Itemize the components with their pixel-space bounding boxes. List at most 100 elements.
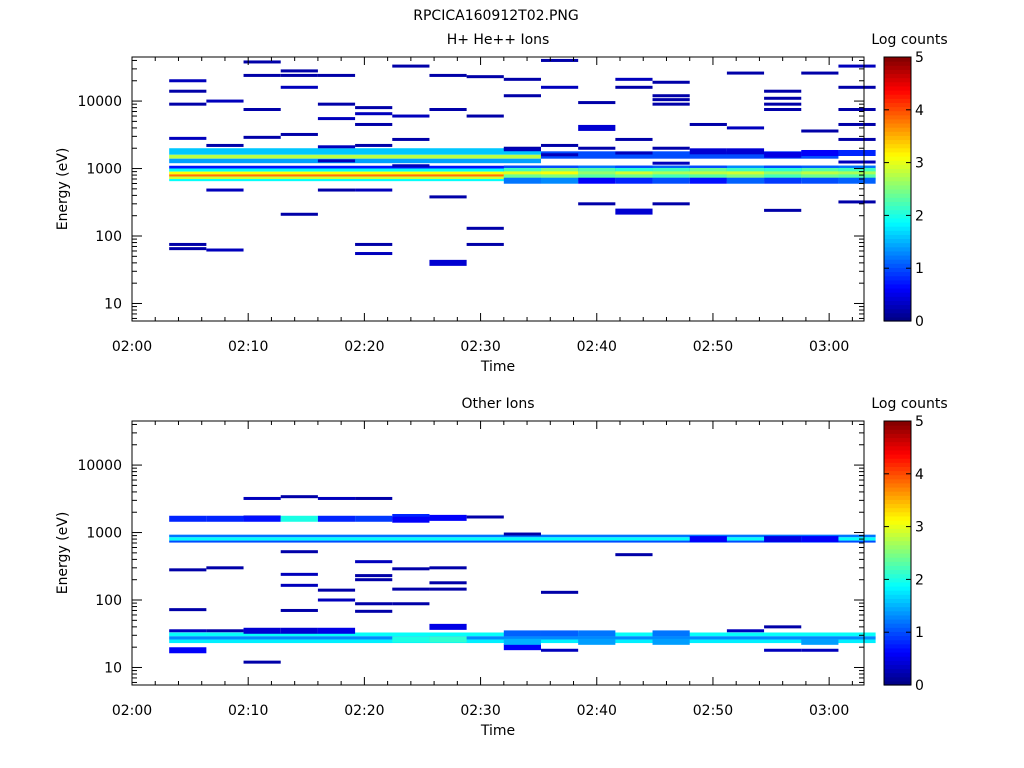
count-cell — [689, 167, 727, 174]
count-cell — [429, 108, 467, 112]
colorbar-segment — [884, 610, 911, 616]
count-cell — [429, 73, 467, 77]
count-cell — [169, 136, 207, 140]
colorbar-segment — [884, 470, 911, 476]
colorbar-segment — [884, 151, 911, 157]
count-cell — [764, 171, 802, 178]
colorbar-segment — [884, 495, 911, 500]
colorbar-segment — [884, 635, 911, 641]
count-cell — [392, 516, 430, 523]
count-cell — [317, 159, 356, 163]
count-cell — [540, 85, 579, 89]
count-cell — [615, 174, 653, 181]
count-cell — [764, 625, 802, 629]
y-tick-label: 10 — [104, 296, 122, 312]
colorbar-segment — [884, 557, 911, 562]
colorbar-segment — [884, 172, 911, 178]
count-cell — [652, 161, 690, 165]
count-cell — [429, 623, 467, 630]
colorbar-segment — [884, 255, 911, 260]
count-cell — [317, 627, 356, 634]
colorbar-segment — [884, 250, 911, 256]
count-cell — [801, 149, 839, 156]
count-cell — [764, 108, 802, 112]
count-cell — [652, 167, 690, 174]
colorbar-tick-label: 2 — [915, 208, 924, 224]
colorbar-segment — [884, 65, 911, 70]
colorbar-segment — [884, 292, 911, 297]
count-cell — [355, 188, 393, 192]
colorbar-tick-label: 2 — [915, 572, 924, 588]
count-cell — [652, 146, 690, 150]
colorbar-segment — [884, 81, 911, 87]
colorbar-segment — [884, 437, 911, 443]
colorbar-frame — [883, 420, 912, 686]
count-cell — [466, 114, 504, 118]
count-cell — [206, 566, 244, 570]
colorbar-segment — [884, 606, 911, 612]
count-cell — [615, 137, 653, 141]
count-cell — [578, 171, 616, 178]
count-cell — [578, 101, 616, 105]
count-cell — [726, 126, 765, 130]
count-cell — [689, 148, 727, 155]
count-cell — [280, 132, 318, 136]
count-cell — [243, 108, 281, 112]
energy-band — [169, 537, 876, 541]
colorbar-segment — [884, 94, 911, 99]
colorbar-segment — [884, 271, 911, 277]
count-cell — [503, 167, 541, 174]
colorbar-label: Log counts — [871, 396, 947, 412]
count-cell — [169, 608, 207, 612]
count-cell — [243, 515, 281, 522]
count-cell — [689, 536, 727, 543]
figure-title: RPCICA160912T02.PNG — [413, 8, 578, 24]
colorbar-segment — [884, 127, 911, 132]
count-cell — [801, 174, 839, 181]
y-tick-label: 100 — [95, 593, 122, 609]
count-cell — [392, 137, 430, 141]
colorbar-tick-label: 1 — [915, 625, 924, 641]
count-cell — [615, 553, 653, 557]
count-cell — [615, 171, 653, 178]
panel-title: H+ He++ Ions — [447, 32, 550, 48]
colorbar-segment — [884, 176, 911, 182]
spectrogram-data — [169, 58, 876, 266]
count-cell — [764, 167, 802, 174]
count-cell — [243, 73, 281, 77]
colorbar-segment — [884, 102, 911, 108]
colorbar-segment — [884, 598, 911, 604]
count-cell — [838, 200, 876, 204]
colorbar-segment — [884, 627, 911, 632]
energy-band — [169, 154, 541, 159]
count-cell — [169, 79, 207, 83]
x-tick-label: 02:50 — [693, 703, 733, 719]
count-cell — [764, 102, 802, 106]
colorbar-segment — [884, 433, 911, 439]
count-cell — [206, 99, 244, 103]
colorbar-segment — [884, 90, 911, 95]
colorbar-segment — [884, 139, 911, 145]
count-cell — [429, 566, 467, 570]
colorbar-segment — [884, 143, 911, 149]
colorbar-segment — [884, 73, 911, 79]
y-tick-label: 10000 — [77, 94, 122, 110]
count-cell — [801, 171, 839, 178]
colorbar-segment — [884, 647, 911, 653]
count-cell — [652, 630, 690, 637]
count-cell — [355, 112, 393, 116]
colorbar-segment — [884, 528, 911, 533]
colorbar-segment — [884, 288, 911, 293]
count-cell — [317, 145, 356, 149]
count-cell — [578, 174, 616, 181]
count-cell — [540, 177, 579, 184]
count-cell — [503, 94, 541, 98]
count-cell — [206, 515, 244, 522]
colorbar-segment — [884, 205, 911, 211]
x-axis-label: Time — [480, 723, 515, 739]
count-cell — [206, 248, 244, 252]
colorbar-segment — [884, 466, 911, 472]
count-cell — [317, 496, 356, 500]
colorbar-segment — [884, 487, 911, 492]
